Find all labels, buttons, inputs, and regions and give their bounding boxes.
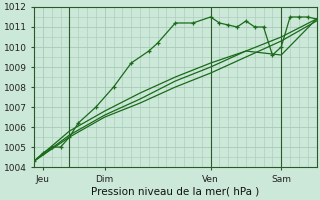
- X-axis label: Pression niveau de la mer( hPa ): Pression niveau de la mer( hPa ): [91, 187, 260, 197]
